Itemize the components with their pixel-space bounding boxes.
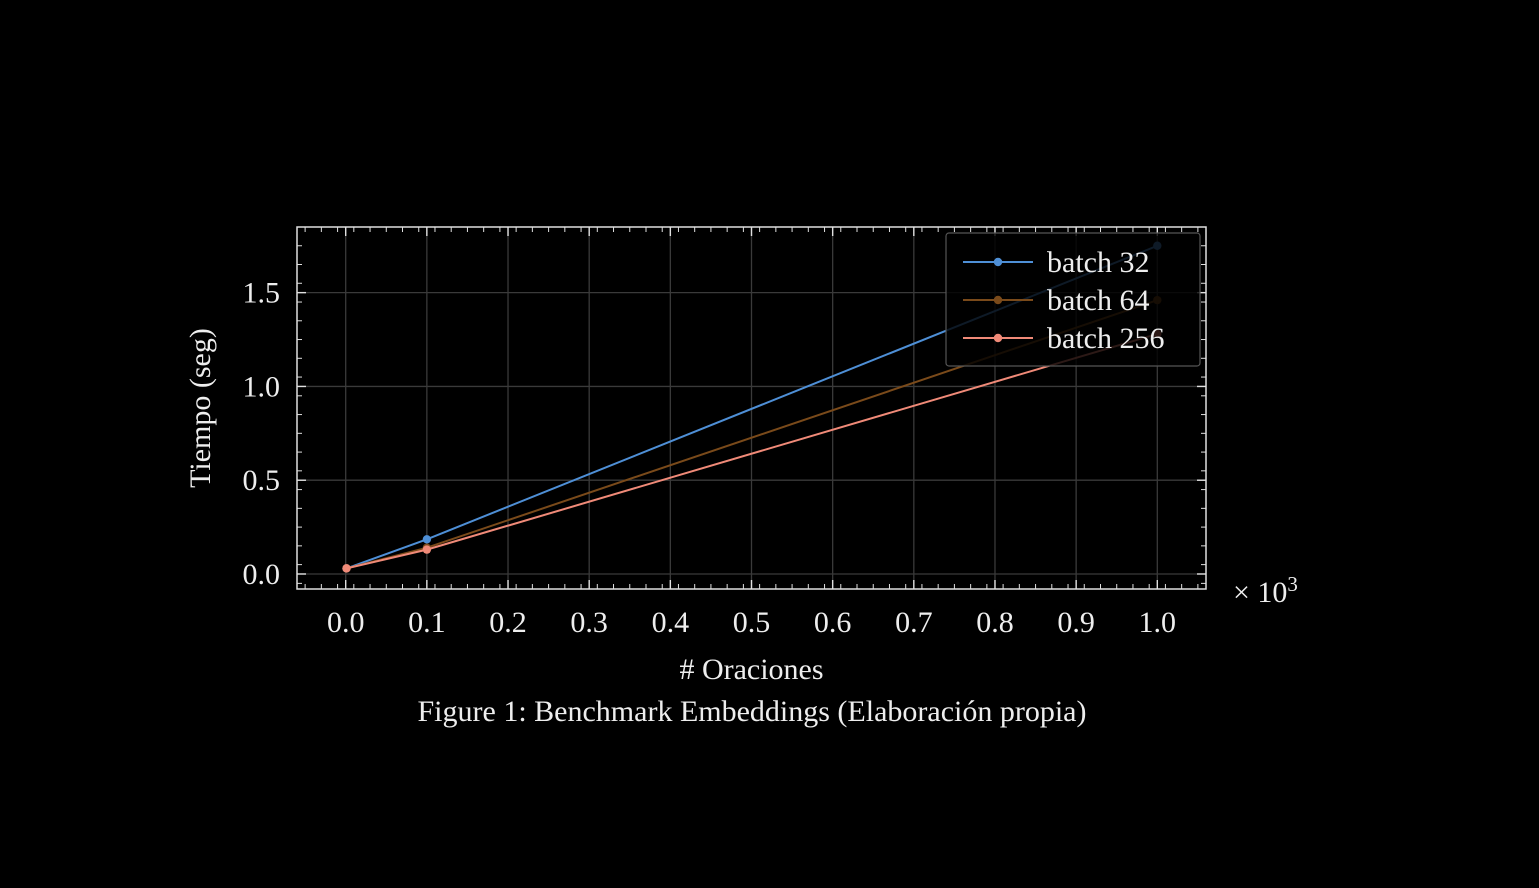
x-tick-label: 0.0 [327, 606, 365, 639]
legend-label: batch 32 [1047, 246, 1149, 279]
y-tick-label: 0.5 [243, 464, 281, 497]
y-tick-label: 1.5 [243, 277, 281, 310]
x-tick-label: 0.9 [1057, 606, 1095, 639]
x-tick-label: 0.8 [976, 606, 1014, 639]
x-tick-label: 0.1 [408, 606, 446, 639]
axes: 0.0 0.1 0.2 0.3 0.4 0.5 0.6 0.7 0.8 0.9 1.0 0.0 0.5 1… [184, 226, 1298, 686]
y-tick-label: 1.0 [243, 370, 281, 403]
legend-box [945, 232, 1201, 367]
x-tick-label: 0.4 [652, 606, 690, 639]
legend-marker [993, 295, 1003, 305]
legend: batch 32 batch 64 batch 256 [945, 232, 1201, 367]
y-tick-label: 0.0 [243, 558, 281, 591]
legend-marker [993, 333, 1003, 343]
legend-marker [993, 257, 1003, 267]
x-tick-label: 0.6 [814, 606, 852, 639]
x-axis-label: # Oraciones [679, 653, 823, 686]
legend-label: batch 64 [1047, 284, 1149, 317]
x-scale-offset-label: × 103 [1233, 572, 1298, 609]
x-scale-exponent: 3 [1287, 572, 1298, 596]
y-axis-label: Tiempo (seg) [184, 328, 217, 488]
x-tick-label: 1.0 [1139, 606, 1177, 639]
figure-caption: Figure 1: Benchmark Embeddings (Elaborac… [417, 695, 1087, 728]
x-tick-label: 0.2 [489, 606, 527, 639]
data-point [422, 545, 432, 554]
series-lines [342, 241, 1162, 573]
data-point [342, 564, 351, 573]
x-tick-label: 0.3 [570, 606, 608, 639]
data-point [422, 535, 432, 544]
x-tick-label: 0.5 [733, 606, 771, 639]
legend-label: batch 256 [1047, 322, 1164, 355]
x-tick-label: 0.7 [895, 606, 933, 639]
